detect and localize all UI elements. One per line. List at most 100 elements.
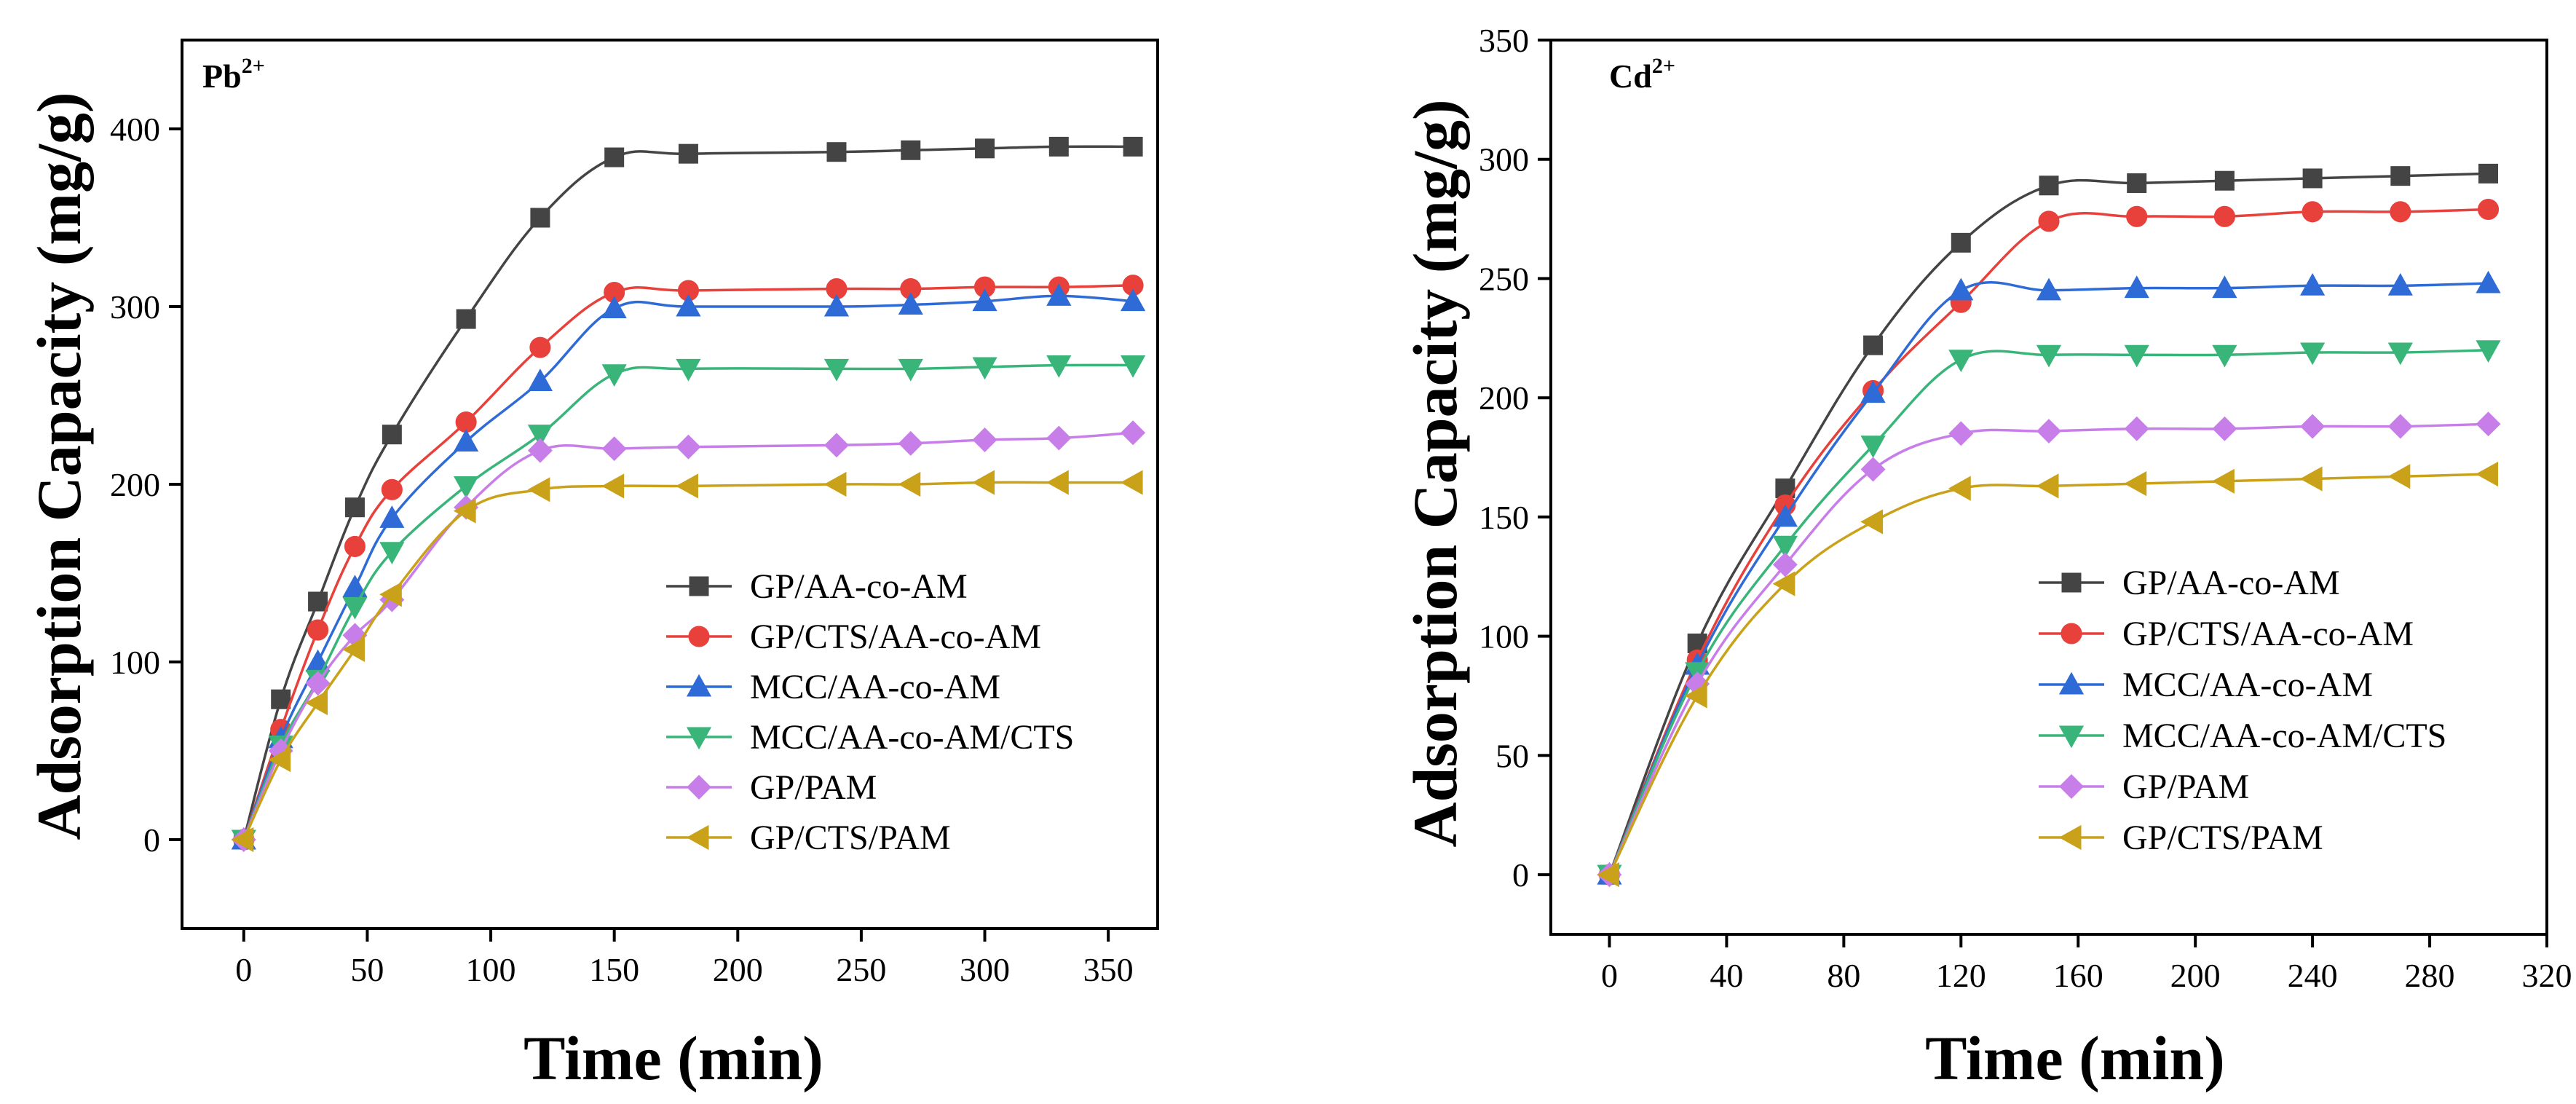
cd-point-gp-pam (1772, 552, 1798, 577)
pb-point-mcc-aa-co-am (676, 293, 701, 317)
cd-point-gp-aa-co-am (2039, 176, 2059, 196)
pb-point-gp-pam (972, 427, 997, 452)
cd-point-mcc-aa-co-am-cts (1948, 350, 1974, 373)
pb-point-gp-cts-pam (453, 498, 476, 524)
pb-point-gp-aa-co-am (530, 208, 550, 228)
pb-x-tick-label: 150 (589, 951, 639, 988)
pb-point-mcc-aa-co-am (379, 505, 405, 528)
pb-point-mcc-aa-co-am-cts (527, 425, 553, 447)
cd-x-tick-label: 120 (1936, 957, 1986, 994)
pb-point-mcc-aa-co-am-cts (898, 358, 923, 382)
cd-y-tick-label: 350 (1479, 22, 1529, 59)
cd-series-gp-aa-co-am (1599, 163, 2499, 885)
pb-legend-swatch-marker (686, 727, 712, 750)
cd-point-gp-cts-pam (1772, 571, 1795, 596)
cd-point-mcc-aa-co-am (2300, 273, 2326, 296)
cd-point-gp-aa-co-am (2127, 173, 2147, 193)
pb-x-tick-label: 250 (836, 951, 886, 988)
pb-legend-label: GP/CTS/PAM (750, 819, 951, 857)
pb-point-mcc-aa-co-am (823, 293, 850, 317)
pb-point-gp-pam (898, 430, 923, 456)
pb-point-mcc-aa-co-am-cts (454, 476, 479, 499)
pb-point-gp-aa-co-am (1048, 136, 1069, 157)
cd-point-gp-cts-aa-co-am (2213, 205, 2235, 227)
pb-legend-swatch-marker (687, 775, 711, 800)
cd-legend-swatch-marker (2058, 824, 2082, 851)
cd-point-gp-cts-pam (2299, 466, 2323, 492)
pb-point-mcc-aa-co-am-cts (342, 596, 368, 620)
pb-x-tick-label: 300 (960, 951, 1010, 988)
pb-point-gp-cts-pam (898, 471, 921, 497)
pb-point-gp-pam (305, 671, 331, 696)
cd-point-mcc-aa-co-am-cts (2300, 342, 2326, 366)
cd-point-gp-pam (1948, 421, 1974, 446)
cd-point-gp-aa-co-am (2390, 166, 2411, 186)
pb-legend-swatch-marker (686, 824, 709, 851)
pb-point-gp-cts-pam (1046, 470, 1069, 495)
pb-point-gp-pam (527, 438, 553, 463)
cd-point-gp-cts-pam (1860, 509, 1884, 535)
pb-point-gp-aa-co-am (901, 140, 921, 160)
pb-point-gp-cts-pam (342, 636, 365, 663)
cd-legend-item-gp-aa-co-am: GP/AA-co-AM (2039, 564, 2340, 602)
pb-point-mcc-aa-co-am (454, 429, 479, 452)
pb-point-gp-aa-co-am (456, 309, 476, 329)
cd-legend-label: GP/PAM (2122, 768, 2249, 806)
cd-point-gp-cts-pam (2476, 461, 2499, 487)
cd-point-gp-aa-co-am (2478, 163, 2499, 184)
cd-legend-label: MCC/AA-co-AM/CTS (2122, 717, 2446, 755)
cd-point-gp-pam (2300, 414, 2326, 439)
cd-y-tick-label: 200 (1479, 379, 1529, 417)
pb-point-gp-cts-aa-co-am (307, 619, 329, 641)
cd-adsorption-panel: Time (min) Adsorption Capacity (mg/g) Cd… (1400, 22, 2572, 1093)
pb-point-gp-cts-pam (601, 473, 625, 499)
pb-x-tick-label: 350 (1083, 951, 1134, 988)
pb-point-gp-cts-pam (972, 470, 995, 495)
cd-y-axis-title: Adsorption Capacity (mg/g) (1400, 99, 1470, 847)
pb-legend-label: GP/PAM (750, 768, 877, 807)
cd-point-gp-cts-pam (2036, 473, 2059, 499)
pb-point-gp-pam (1046, 425, 1072, 451)
pb-legend-item-gp-cts-pam: GP/CTS/PAM (666, 819, 951, 857)
cd-y-tick-label: 100 (1479, 618, 1529, 655)
cd-point-gp-pam (2124, 416, 2149, 441)
cd-point-gp-pam (2036, 419, 2061, 444)
pb-point-mcc-aa-co-am (342, 575, 368, 598)
pb-x-tick-label: 200 (713, 951, 763, 988)
pb-point-mcc-aa-co-am-cts (972, 357, 997, 380)
cd-legend-label: GP/CTS/AA-co-AM (2122, 615, 2414, 653)
cd-point-gp-pam (2476, 411, 2501, 437)
cd-x-tick-label: 280 (2405, 957, 2455, 994)
cd-y-tick-label: 50 (1496, 737, 1529, 774)
cd-point-mcc-aa-co-am (1860, 380, 1886, 403)
pb-point-mcc-aa-co-am-cts (823, 358, 850, 382)
cd-point-mcc-aa-co-am-cts (2212, 344, 2237, 368)
cd-legend-item-mcc-aa-co-am-cts: MCC/AA-co-AM/CTS (2039, 717, 2446, 755)
pb-series-gp-cts-pam (231, 470, 1143, 853)
pb-legend-item-gp-aa-co-am: GP/AA-co-AM (666, 567, 968, 606)
pb-point-gp-cts-pam (676, 473, 698, 499)
pb-y-tick-label: 400 (110, 111, 160, 148)
pb-x-axis-title: Time (min) (524, 1023, 823, 1093)
cd-y-tick-label: 150 (1479, 499, 1529, 536)
pb-series-mcc-aa-co-am-cts (231, 355, 1146, 853)
cd-x-tick-label: 0 (1601, 957, 1618, 994)
pb-point-gp-cts-pam (823, 471, 847, 497)
pb-legend-item-gp-pam: GP/PAM (666, 768, 877, 807)
cd-point-mcc-aa-co-am-cts (1772, 535, 1798, 559)
cd-point-gp-cts-pam (1684, 683, 1707, 709)
cd-point-gp-cts-pam (1597, 862, 1619, 888)
cd-series-mcc-aa-co-am-cts (1597, 340, 2501, 888)
cd-point-gp-cts-aa-co-am (2302, 201, 2323, 223)
pb-point-gp-aa-co-am (1123, 136, 1143, 157)
cd-x-axis-title: Time (min) (1925, 1023, 2225, 1093)
pb-point-mcc-aa-co-am-cts (676, 358, 701, 382)
pb-x-tick-label: 0 (235, 951, 252, 988)
cd-point-gp-cts-aa-co-am (2477, 198, 2500, 221)
pb-y-tick-label: 0 (143, 821, 160, 859)
pb-legend-swatch-marker (688, 626, 710, 647)
pb-y-axis-title: Adsorption Capacity (mg/g) (24, 92, 94, 840)
pb-plot-frame (181, 39, 1159, 930)
cd-point-mcc-aa-co-am (2212, 275, 2237, 299)
